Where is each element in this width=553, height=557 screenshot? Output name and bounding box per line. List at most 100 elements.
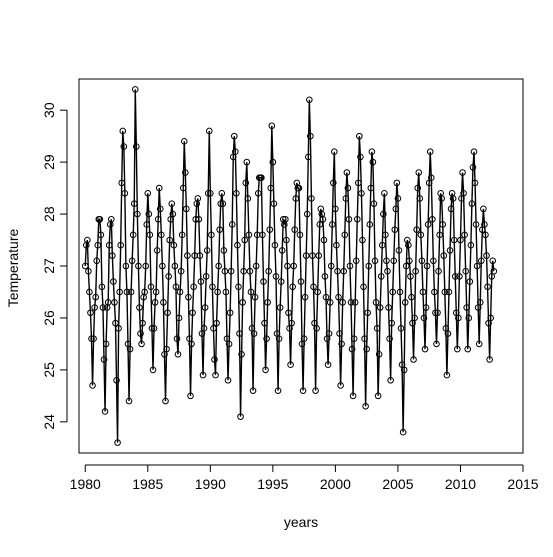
data-point-marker [391,226,399,233]
data-point-marker [159,262,166,270]
data-point-marker [258,174,265,181]
data-point-marker [220,247,228,254]
data-point-marker [219,200,227,207]
data-point-marker [382,231,389,239]
data-point-marker [148,325,156,332]
data-point-marker [303,210,311,218]
data-point-marker [90,335,97,343]
data-point-marker [304,153,312,161]
data-point-marker [471,179,479,187]
data-point-marker [440,252,448,259]
data-point-marker [427,174,435,181]
data-point-marker [481,221,488,228]
data-point-marker [295,184,303,192]
data-point-marker [246,267,254,275]
data-point-marker [406,257,413,265]
data-point-marker [284,262,291,270]
y-tick-label: 24 [41,414,57,430]
data-point-marker [172,283,180,291]
data-point-marker [309,252,316,259]
data-point-marker [326,299,334,306]
data-point-marker [302,252,310,259]
data-point-marker [438,195,445,202]
data-point-marker [209,283,216,291]
plot-frame [78,78,524,454]
data-point-marker [101,408,109,415]
data-point-marker [469,164,477,171]
data-point-marker [239,299,246,306]
data-point-marker [190,283,197,291]
data-point-marker [423,262,431,270]
data-point-marker [154,215,162,223]
data-point-marker [119,127,127,135]
data-point-marker [395,247,403,254]
data-point-marker [450,236,458,244]
y-tick-label: 27 [41,258,57,274]
data-point-marker [348,345,356,353]
data-point-marker [486,356,493,363]
data-point-marker [310,283,317,291]
data-point-marker [405,241,412,249]
data-point-marker [380,210,387,218]
data-point-marker [162,397,169,405]
data-point-marker [171,262,179,270]
data-point-marker [264,299,271,306]
data-point-marker [100,356,108,363]
data-point-marker [386,335,393,343]
data-point-marker [169,210,177,218]
data-point-marker [484,283,491,291]
data-point-marker [337,382,344,389]
data-point-marker [358,189,365,197]
data-point-marker [276,304,284,311]
data-point-marker [164,309,171,317]
data-point-marker [472,221,480,228]
data-point-marker [321,273,329,280]
data-point-marker [375,351,383,358]
data-point-marker [475,340,483,348]
data-point-marker [249,387,257,394]
data-point-marker [268,122,276,130]
data-point-marker [247,288,255,296]
data-point-marker [383,257,390,265]
data-point-marker [352,257,360,265]
data-point-marker [385,304,392,311]
data-point-marker [467,241,475,249]
data-point-marker [394,195,402,202]
data-point-marker [139,319,146,327]
data-point-marker [371,257,379,265]
data-point-marker [88,335,95,343]
data-point-marker [105,241,113,249]
data-point-marker [184,252,191,259]
data-point-marker [97,231,105,239]
data-point-marker [454,345,461,353]
data-point-marker [242,179,250,187]
data-point-marker [360,283,367,291]
data-point-marker [173,335,181,343]
data-point-marker [238,351,245,358]
data-point-marker [330,179,337,187]
data-point-marker [216,226,223,233]
data-point-marker [187,392,194,400]
data-point-marker [156,205,164,213]
data-point-marker [306,96,313,104]
data-point-marker [420,314,428,322]
data-point-marker [91,304,98,311]
data-point-marker [463,304,471,311]
data-point-marker [98,283,106,291]
data-point-marker [457,236,464,244]
data-point-marker [207,189,214,197]
data-point-marker [272,273,280,280]
data-point-marker [388,319,395,327]
data-point-marker [130,200,138,207]
data-point-marker [243,158,251,166]
data-point-marker [347,299,355,306]
data-point-marker [202,273,210,280]
data-point-marker [372,299,380,306]
data-point-marker [324,361,332,368]
y-tick-label: 26 [41,310,57,326]
data-point-marker [221,267,229,275]
data-point-marker [401,299,409,306]
data-point-marker [418,257,426,265]
data-point-marker [234,241,241,249]
data-point-marker [152,288,160,296]
